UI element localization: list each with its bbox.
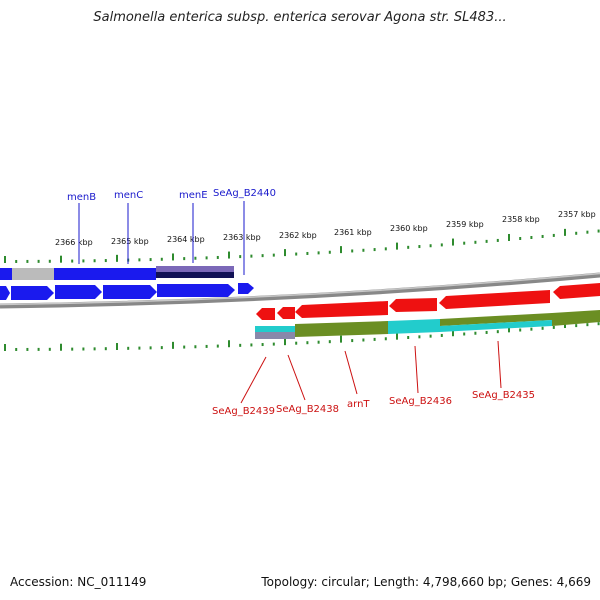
gene-label-arnT: arnT	[347, 399, 370, 410]
forward-label-leaders	[78, 201, 245, 275]
gene-arrow-forward[interactable]	[0, 286, 10, 300]
tick-label: 2357 kbp	[558, 210, 596, 219]
gene-label-SeAg_B2440: SeAg_B2440	[213, 188, 276, 199]
gene-arrow-forward[interactable]	[11, 286, 54, 300]
tick-label: 2364 kbp	[167, 235, 205, 244]
tick-label: 2366 kbp	[55, 238, 93, 247]
tick-label: 2359 kbp	[446, 220, 484, 229]
reverse-label-leaders	[240, 340, 502, 404]
map-title: Salmonella enterica subsp. enterica sero…	[93, 10, 507, 25]
reverse-gene-track	[256, 283, 600, 320]
tick-label: 2362 kbp	[279, 231, 317, 240]
gene-label-SeAg_B2436: SeAg_B2436	[389, 396, 452, 407]
gene-label-menE: menE	[179, 190, 208, 201]
gene-label-SeAg_B2439: SeAg_B2439	[212, 406, 275, 417]
gene-arrow-reverse[interactable]	[277, 307, 295, 319]
gene-label-SeAg_B2438: SeAg_B2438	[276, 404, 339, 415]
gene-arrow-reverse[interactable]	[295, 301, 388, 318]
tick-label: 2358 kbp	[502, 215, 540, 224]
tick-label: 2361 kbp	[334, 228, 372, 237]
gene-label-menC: menC	[114, 190, 143, 201]
outer-tick-ring	[4, 228, 600, 263]
tick-label: 2365 kbp	[111, 237, 149, 246]
genome-backbone	[0, 272, 600, 309]
gene-arrow-forward[interactable]	[157, 284, 235, 297]
tick-label: 2363 kbp	[223, 233, 261, 242]
gene-arrow-reverse[interactable]	[256, 308, 275, 320]
forward-cog-track	[0, 266, 234, 280]
reverse-cog-track	[255, 310, 600, 339]
scale-labels: 2366 kbp 2365 kbp 2364 kbp 2363 kbp 2362…	[55, 210, 596, 247]
gene-arrow-forward[interactable]	[103, 285, 157, 299]
gene-arrow-reverse[interactable]	[553, 283, 600, 299]
tick-label: 2360 kbp	[390, 224, 428, 233]
gene-arrow-forward[interactable]	[238, 283, 254, 294]
topology-label: Topology: circular; Length: 4,798,660 bp…	[261, 575, 591, 589]
gene-arrow-forward[interactable]	[55, 285, 102, 299]
forward-gene-labels: menB menC menE SeAg_B2440	[67, 188, 276, 203]
accession-label: Accession: NC_011149	[10, 575, 147, 589]
forward-gene-track	[0, 283, 254, 300]
gene-label-SeAg_B2435: SeAg_B2435	[472, 390, 535, 401]
reverse-gene-labels: SeAg_B2439 SeAg_B2438 arnT SeAg_B2436 Se…	[212, 390, 535, 417]
genome-backbone-highlight	[0, 272, 600, 306]
inner-tick-ring	[4, 321, 600, 351]
gene-arrow-reverse[interactable]	[439, 290, 550, 309]
gene-arrow-reverse[interactable]	[389, 298, 437, 312]
gene-label-menB: menB	[67, 192, 96, 203]
